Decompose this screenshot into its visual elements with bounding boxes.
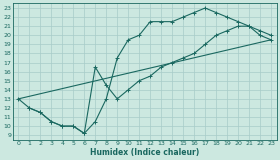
X-axis label: Humidex (Indice chaleur): Humidex (Indice chaleur) [90, 148, 199, 156]
